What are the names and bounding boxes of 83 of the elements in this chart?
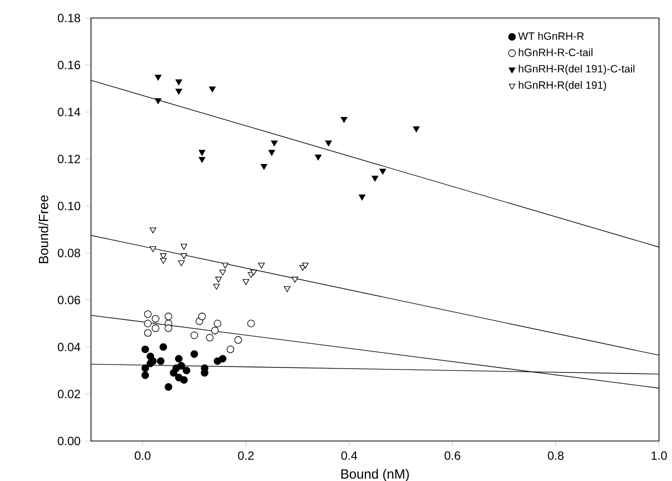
point [268, 150, 276, 156]
point [154, 74, 162, 81]
y-tick-label: 0.06 [58, 296, 80, 304]
point [178, 260, 185, 266]
point [180, 376, 188, 384]
point [164, 324, 172, 332]
point [250, 270, 257, 276]
point [215, 276, 222, 283]
point [150, 227, 156, 234]
point [141, 364, 150, 372]
point [160, 343, 168, 351]
x-tick-label: 0.4 [341, 451, 358, 460]
y-tick-label: 0.14 [58, 108, 80, 116]
point [325, 140, 332, 146]
point [247, 320, 255, 328]
y-tick-label: 0.08 [58, 248, 80, 258]
point [412, 126, 420, 132]
point [154, 98, 162, 104]
y-tick-label: 0.02 [58, 390, 80, 398]
point [144, 310, 152, 318]
point [284, 286, 291, 292]
point [340, 116, 348, 123]
point [180, 253, 188, 260]
point [156, 357, 164, 365]
x-tick-label: 1.0 [652, 451, 667, 460]
y-axis-title: Bound/Free [38, 195, 48, 264]
point [218, 354, 226, 363]
x-axis-title: Bound (nM) [341, 468, 409, 481]
legend-label: WT hGnRH-R [518, 32, 584, 40]
point [209, 86, 216, 92]
point [164, 383, 172, 391]
y-tick-label: 0.16 [58, 60, 80, 70]
x-tick-label: 0.8 [548, 451, 564, 460]
y-tick-label: 0.04 [58, 342, 80, 352]
point [379, 168, 386, 175]
point [175, 88, 182, 95]
legend-label: hGnRH-R-C-tail [518, 48, 592, 56]
point [144, 329, 152, 337]
y-tick-label: 0.18 [58, 14, 80, 22]
point [150, 246, 156, 252]
point [180, 244, 188, 250]
point [164, 312, 172, 320]
point [260, 164, 268, 170]
point [314, 154, 322, 160]
point [258, 262, 265, 269]
point [226, 346, 234, 354]
point [198, 312, 206, 320]
point [190, 331, 198, 340]
point [198, 150, 206, 156]
point [141, 346, 150, 354]
point [175, 79, 182, 86]
y-tick-label: 0.12 [58, 154, 80, 164]
point [213, 284, 220, 290]
legend-label: hGnRH-R(del 191)-C-tail [518, 64, 634, 75]
point [222, 262, 229, 269]
point [234, 336, 242, 344]
legend-label: hGnRH-R(del 191) [518, 81, 606, 91]
y-tick-label: 0.10 [58, 202, 80, 210]
point [242, 279, 250, 285]
point [178, 362, 186, 370]
point [211, 326, 219, 334]
point [219, 270, 226, 276]
point [144, 320, 152, 328]
point [198, 156, 206, 163]
x-tick-label: 0.0 [134, 451, 150, 460]
point [214, 320, 222, 328]
y-tick-label: 0.00 [58, 436, 80, 446]
point [302, 262, 309, 269]
x-tick-label: 0.2 [238, 451, 254, 460]
point [270, 140, 278, 146]
point [200, 369, 208, 377]
point [182, 366, 190, 374]
point [206, 334, 214, 342]
x-tick-label: 0.6 [444, 451, 460, 460]
point [174, 354, 183, 363]
point [160, 258, 167, 264]
point [292, 276, 298, 283]
point [372, 176, 378, 182]
point [152, 324, 160, 332]
point [190, 350, 198, 358]
point [358, 194, 366, 200]
point [152, 315, 160, 323]
point [141, 371, 150, 379]
